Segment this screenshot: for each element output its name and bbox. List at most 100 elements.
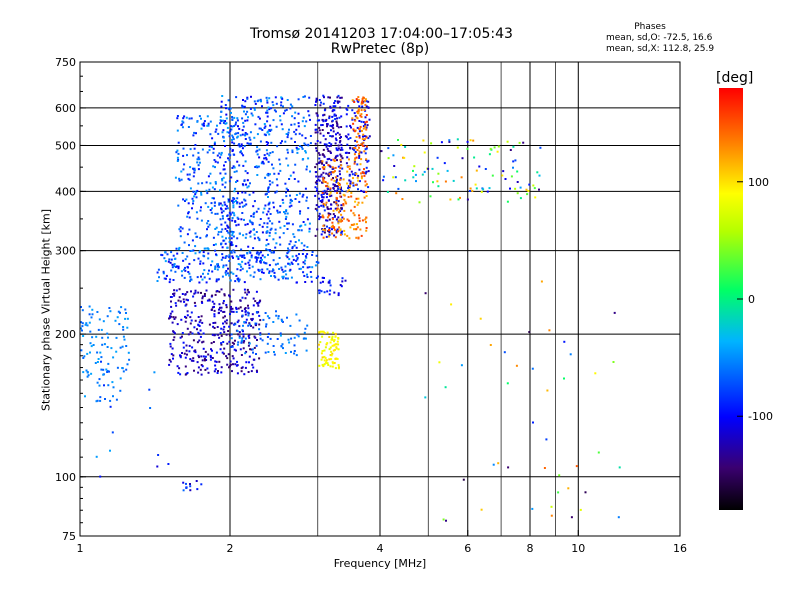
- data-point: [334, 137, 337, 140]
- data-point: [225, 122, 228, 125]
- data-point: [272, 119, 275, 122]
- data-point: [268, 154, 271, 157]
- data-point: [214, 243, 217, 246]
- data-point: [353, 228, 355, 231]
- data-point: [262, 261, 265, 264]
- data-point: [230, 310, 233, 313]
- data-point: [315, 261, 318, 263]
- data-point: [321, 160, 324, 163]
- data-point: [236, 268, 239, 271]
- phases-x-stats: mean, sd,X: 112.8, 25.9: [606, 44, 715, 54]
- data-point: [404, 146, 407, 148]
- data-point: [264, 156, 267, 159]
- data-point: [220, 242, 223, 245]
- data-point: [259, 299, 262, 302]
- data-point: [335, 229, 338, 232]
- data-point: [321, 276, 324, 279]
- data-point: [322, 330, 325, 333]
- data-point: [329, 188, 332, 191]
- data-point: [314, 104, 317, 106]
- data-point: [112, 356, 115, 359]
- data-point: [290, 261, 293, 264]
- data-point: [358, 105, 361, 108]
- data-point: [339, 160, 342, 163]
- data-point: [241, 147, 244, 150]
- data-point: [215, 128, 218, 131]
- data-point: [279, 332, 282, 335]
- data-point: [247, 116, 249, 119]
- data-point: [531, 367, 534, 370]
- data-point: [80, 327, 82, 330]
- data-point: [259, 278, 262, 281]
- data-point: [206, 228, 208, 231]
- data-point: [233, 342, 235, 345]
- data-point: [208, 269, 210, 272]
- data-point: [187, 211, 190, 214]
- data-point: [295, 246, 298, 249]
- data-point: [288, 243, 291, 246]
- data-point: [220, 211, 223, 214]
- data-point: [119, 346, 122, 349]
- data-point: [281, 343, 284, 346]
- data-point: [460, 176, 463, 179]
- data-point: [316, 119, 319, 122]
- data-point: [249, 182, 251, 185]
- data-point: [291, 255, 294, 258]
- data-point: [170, 300, 172, 303]
- data-point: [172, 293, 175, 295]
- data-point: [321, 118, 324, 121]
- data-point: [115, 336, 118, 339]
- data-point: [346, 182, 349, 185]
- data-point: [252, 191, 255, 194]
- data-point: [327, 214, 330, 217]
- data-point: [193, 195, 196, 198]
- data-point: [261, 268, 264, 271]
- data-point: [193, 167, 196, 170]
- data-point: [241, 133, 244, 136]
- data-point: [228, 325, 231, 328]
- data-point: [320, 101, 322, 104]
- data-point: [127, 351, 130, 354]
- data-point: [320, 358, 323, 361]
- data-point: [334, 157, 337, 160]
- data-point: [330, 159, 333, 162]
- data-point: [345, 113, 348, 116]
- data-point: [220, 230, 223, 233]
- data-point: [177, 204, 180, 207]
- data-point: [231, 116, 234, 118]
- data-point: [224, 145, 226, 147]
- data-point: [334, 332, 337, 335]
- data-point: [531, 507, 534, 510]
- data-point: [337, 94, 340, 97]
- data-point: [318, 364, 321, 367]
- data-point: [258, 127, 261, 130]
- data-point: [328, 293, 331, 296]
- data-point: [450, 303, 453, 306]
- data-point: [361, 138, 364, 141]
- data-point: [170, 353, 173, 356]
- data-point: [257, 256, 260, 259]
- data-point: [221, 178, 224, 181]
- data-point: [207, 257, 210, 260]
- data-point: [288, 249, 291, 252]
- data-point: [225, 304, 228, 306]
- data-point: [267, 141, 270, 144]
- data-point: [168, 317, 170, 320]
- x-tick-label: 2: [227, 542, 234, 555]
- data-point: [194, 245, 197, 248]
- data-point: [522, 141, 525, 144]
- data-point: [274, 191, 277, 194]
- data-point: [322, 364, 325, 367]
- data-point: [491, 174, 494, 177]
- data-point: [315, 97, 318, 100]
- data-point: [237, 192, 239, 195]
- data-point: [475, 169, 478, 172]
- data-point: [319, 141, 322, 144]
- data-point: [211, 197, 214, 200]
- data-point: [194, 193, 197, 196]
- data-point: [241, 337, 244, 340]
- data-point: [177, 265, 180, 268]
- data-point: [238, 325, 241, 328]
- data-point: [243, 145, 246, 148]
- data-point: [466, 147, 469, 150]
